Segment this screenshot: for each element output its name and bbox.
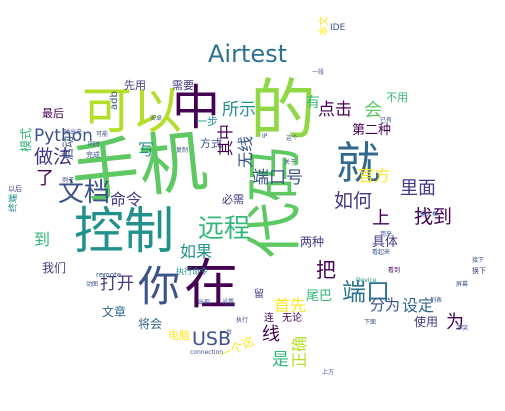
word: 文档 — [58, 178, 111, 208]
word: 具体 — [372, 235, 399, 250]
word: 在 — [184, 253, 238, 316]
word: 设置 — [222, 299, 235, 306]
word: 会 — [364, 100, 382, 121]
word: 必需 — [222, 193, 244, 206]
word: adb — [109, 91, 120, 110]
word: 可能 — [96, 131, 109, 138]
word: 远程 — [198, 214, 251, 244]
word: 同时 — [88, 141, 101, 148]
word: 例子 — [62, 177, 75, 184]
word: 打开 — [100, 274, 134, 294]
word: 就 — [336, 138, 380, 189]
word: 为 — [446, 312, 464, 333]
word: 一段 — [312, 69, 325, 76]
word: IDE — [330, 23, 346, 33]
word: 你 — [138, 262, 181, 311]
word: 终端 — [9, 193, 19, 212]
word: 两种 — [300, 235, 325, 249]
word: 启动 — [61, 135, 75, 160]
word: 动图 — [86, 281, 99, 288]
word: 首先 — [274, 296, 307, 315]
word: 找到 — [414, 206, 453, 228]
word: 控制 — [74, 202, 174, 260]
word: 无论 — [282, 313, 302, 324]
word: 不用 — [386, 91, 408, 104]
word: Device — [356, 277, 377, 284]
word: 点击 — [318, 100, 352, 120]
word: 冲突 — [456, 325, 469, 332]
word: 一步 — [196, 115, 218, 128]
word: 可以 — [82, 82, 182, 140]
word: 换下 — [472, 267, 486, 275]
word: 最后 — [42, 107, 64, 120]
word: 所示 — [222, 100, 256, 120]
word: 了 — [36, 168, 54, 189]
word: 执行 — [236, 317, 249, 324]
word: IP — [262, 133, 268, 140]
word: 连 — [264, 313, 274, 324]
word: 无线 — [236, 135, 255, 168]
word: Python — [34, 126, 93, 146]
word: 看起来 — [372, 249, 391, 256]
word: 把 — [316, 258, 336, 282]
word: 弹出来 — [64, 129, 83, 136]
word: 如果 — [180, 242, 213, 261]
word: 看到 — [388, 267, 401, 274]
word: 输入框 — [420, 211, 439, 218]
word: 线 — [262, 324, 280, 345]
word: 列表 — [430, 297, 443, 304]
word: 官方 — [358, 166, 391, 185]
word: 关于 — [284, 159, 297, 166]
word: Airtest — [208, 40, 288, 68]
word: 安卓 — [150, 115, 163, 122]
word: 模式 — [19, 127, 33, 152]
word: 尾巴 — [306, 289, 333, 304]
word: 如何 — [334, 190, 373, 212]
word: 做法 — [34, 146, 73, 168]
word: 写 — [138, 140, 155, 159]
word: 一台 — [220, 329, 233, 336]
word: 将会 — [138, 317, 163, 331]
word: 正确 — [290, 335, 309, 368]
word: 文章 — [102, 305, 127, 319]
word: 命令 — [110, 190, 143, 209]
word: connection — [190, 349, 224, 356]
word: 设定 — [402, 296, 435, 315]
word: 出现 — [198, 299, 211, 306]
word: 上 — [372, 208, 390, 229]
word: 电脑 — [168, 329, 190, 342]
word: 用来 — [380, 231, 393, 238]
word: 本文 — [319, 16, 330, 36]
word: 到 — [34, 230, 51, 249]
word: 端口号 — [252, 168, 303, 188]
word: 需要 — [172, 79, 194, 92]
word: 这个 — [286, 135, 299, 142]
word: 分为 — [370, 296, 401, 314]
word: 第二种 — [352, 123, 392, 138]
word: 复制 — [176, 147, 189, 154]
word: 执行命令 — [176, 267, 208, 276]
word: 中 — [172, 80, 221, 136]
word: 下面 — [364, 319, 377, 326]
word: 是 — [272, 350, 289, 370]
word: 方式 — [200, 137, 222, 150]
word: 里面 — [400, 178, 436, 199]
word: 的 — [250, 72, 316, 149]
word: USB — [192, 328, 232, 350]
word: 已有 — [380, 117, 393, 124]
word: 使用 — [414, 315, 439, 329]
word: 以后 — [8, 185, 22, 193]
word: 完成 — [86, 151, 100, 159]
word: 接下 — [472, 257, 485, 264]
word: 有 — [306, 95, 320, 111]
word: remote — [96, 271, 122, 279]
word: 屏幕 — [456, 281, 469, 288]
word: 我们 — [42, 261, 67, 275]
word: 先用 — [124, 79, 146, 92]
word: 上方 — [322, 369, 335, 376]
word: 端口 — [342, 278, 390, 306]
word: 留 — [254, 289, 264, 300]
